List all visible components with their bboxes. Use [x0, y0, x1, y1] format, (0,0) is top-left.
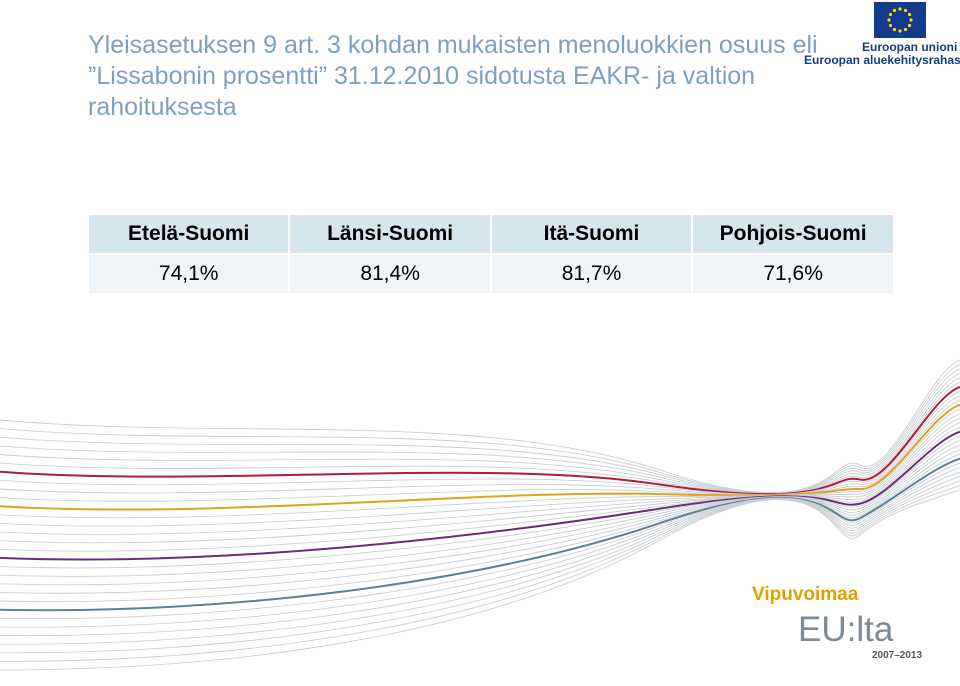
table-header-row: Etelä-Suomi Länsi-Suomi Itä-Suomi Pohjoi… — [89, 215, 893, 253]
wave-line — [0, 408, 960, 519]
vipuvoimaa-logo: Vipuvoimaa EU:lta 2007–2013 — [752, 584, 938, 664]
eu-star-icon — [888, 12, 893, 17]
region-share-table: Etelä-Suomi Länsi-Suomi Itä-Suomi Pohjoi… — [87, 215, 895, 293]
wave-line — [0, 368, 960, 494]
eu-union-label: Euroopan unioni — [862, 40, 958, 54]
column-header-pohjois-suomi: Pohjois-Suomi — [693, 215, 893, 253]
wave-line — [0, 395, 960, 496]
wave-line — [0, 485, 960, 662]
page-title: Yleisasetuksen 9 art. 3 kohdan mukaisten… — [88, 30, 868, 123]
table-row: 74,1% 81,4% 81,7% 71,6% — [89, 255, 893, 293]
wave-line — [0, 426, 960, 552]
eu-logo: Euroopan unioni Euroopan aluekehitysraha… — [804, 2, 960, 68]
wave-line — [0, 422, 960, 544]
eu-star-icon — [898, 29, 902, 33]
wave-line — [0, 440, 960, 577]
wave-line — [0, 359, 960, 494]
wave-line — [0, 453, 960, 603]
eu-star-icon — [903, 8, 908, 13]
wave-line — [0, 489, 960, 671]
vipuvoimaa-label: Vipuvoimaa — [752, 584, 859, 605]
wave-line — [0, 390, 960, 495]
accent-wave-line — [0, 385, 960, 496]
wave-line — [0, 444, 960, 586]
eu-star-icon — [907, 12, 912, 17]
wave-line — [0, 364, 960, 494]
wave-line — [0, 399, 960, 502]
wave-line — [0, 449, 960, 594]
eu-star-icon — [903, 27, 908, 32]
eu-star-icon — [887, 18, 891, 22]
value-etela-suomi: 74,1% — [89, 255, 289, 293]
wave-line — [0, 435, 960, 569]
wave-line — [0, 377, 960, 495]
eu-lta-label: EU:lta — [798, 610, 894, 649]
wave-line — [0, 467, 960, 628]
accent-wave-line — [0, 457, 960, 612]
title-line-3: rahoituksesta — [88, 93, 237, 121]
decorative-wave-lines — [0, 359, 960, 671]
column-header-lansi-suomi: Länsi-Suomi — [290, 215, 490, 253]
column-header-ita-suomi: Itä-Suomi — [491, 215, 692, 253]
eu-star-icon — [888, 23, 893, 28]
column-header-etela-suomi: Etelä-Suomi — [89, 215, 289, 253]
wave-line — [0, 471, 960, 637]
eu-star-icon — [892, 8, 897, 13]
wave-line — [0, 413, 960, 527]
eu-star-icon — [892, 27, 897, 32]
wave-line — [0, 462, 960, 620]
value-pohjois-suomi: 71,6% — [693, 255, 893, 293]
wave-line — [0, 417, 960, 535]
value-ita-suomi: 81,7% — [491, 255, 692, 293]
accent-wave-line — [0, 430, 960, 561]
program-years-label: 2007–2013 — [872, 650, 923, 661]
value-lansi-suomi: 81,4% — [290, 255, 490, 293]
eu-star-icon — [909, 18, 913, 22]
eu-flag-icon — [874, 2, 926, 38]
eu-star-icon — [907, 23, 912, 28]
eu-fund-label: Euroopan aluekehitysrahasto — [804, 53, 960, 67]
wave-line — [0, 372, 960, 494]
accent-wave-line — [0, 403, 960, 511]
title-line-1: Yleisasetuksen 9 art. 3 kohdan mukaisten… — [88, 31, 818, 59]
eu-star-icon — [898, 7, 902, 11]
wave-line — [0, 476, 960, 645]
wave-line — [0, 480, 960, 654]
title-line-2: ”Lissabonin prosentti” 31.12.2010 sidotu… — [88, 62, 756, 90]
